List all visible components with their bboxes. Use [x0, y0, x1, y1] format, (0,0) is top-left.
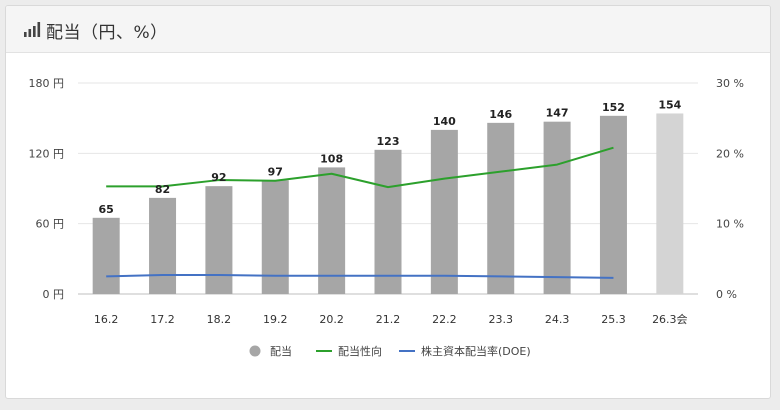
- bar-value-labels: 65 82 92 97 108 123 140 146 147 152 154: [99, 98, 682, 215]
- signal-bars-icon: [24, 22, 41, 37]
- bar-value-label: 123: [377, 135, 400, 148]
- y-right-tick-label: 20 %: [716, 147, 744, 160]
- bar-value-label: 140: [433, 115, 456, 128]
- legend-label: 配当: [270, 344, 292, 358]
- x-tick-label: 23.3: [488, 313, 513, 326]
- panel-header: 配当（円、%）: [6, 6, 770, 53]
- x-tick-label: 17.2: [150, 313, 175, 326]
- bar-24.3: [543, 121, 571, 294]
- x-tick-label: 22.2: [432, 313, 457, 326]
- bar-value-label: 152: [602, 101, 625, 114]
- bar-value-label: 154: [658, 98, 681, 111]
- bar-23.3: [487, 122, 515, 294]
- legend: 配当 配当性向 株主資本配当率(DOE): [249, 344, 531, 358]
- bar-value-label: 108: [320, 152, 343, 165]
- chart-panel: 配当（円、%）: [5, 5, 771, 399]
- line-series: [106, 146, 614, 279]
- bar-value-label: 97: [268, 165, 283, 178]
- bar-17.2: [149, 197, 177, 294]
- bar-21.2: [374, 149, 402, 294]
- bar-value-label: 65: [99, 203, 114, 216]
- y-left-tick-label: 0 円: [43, 288, 65, 301]
- bar-16.2: [92, 217, 120, 294]
- y-axis-left-ticks: 0 円 60 円 120 円 180 円: [29, 77, 65, 301]
- x-tick-label: 25.3: [601, 313, 626, 326]
- x-axis-labels: 16.2 17.2 18.2 19.2 20.2 21.2 22.2 23.3 24.3 25.3…: [94, 313, 688, 326]
- bar-26.3会: [656, 113, 684, 294]
- x-tick-label: 18.2: [207, 313, 232, 326]
- bar-22.2: [430, 129, 458, 294]
- legend-marker-circle: [249, 345, 261, 357]
- x-tick-label: 19.2: [263, 313, 288, 326]
- x-tick-label: 16.2: [94, 313, 119, 326]
- y-left-tick-label: 60 円: [36, 218, 65, 231]
- legend-label: 株主資本配当率(DOE): [421, 344, 531, 358]
- x-tick-label: 20.2: [319, 313, 344, 326]
- bar-value-label: 92: [211, 171, 226, 184]
- bar-value-label: 146: [489, 108, 512, 121]
- bar-25.3: [599, 115, 627, 294]
- y-right-tick-label: 10 %: [716, 218, 744, 231]
- y-left-tick-label: 120 円: [29, 147, 65, 160]
- doe-line: [106, 274, 614, 279]
- y-right-tick-label: 30 %: [716, 77, 744, 90]
- y-left-tick-label: 180 円: [29, 77, 65, 90]
- legend-label: 配当性向: [338, 344, 382, 358]
- x-tick-label: 26.3会: [652, 313, 688, 326]
- x-tick-label: 21.2: [376, 313, 401, 326]
- bar-20.2: [318, 167, 346, 294]
- page-title: 配当（円、%）: [46, 23, 168, 43]
- x-tick-label: 24.3: [545, 313, 570, 326]
- y-right-tick-label: 0 %: [716, 288, 737, 301]
- y-axis-right-ticks: 0 % 10 % 20 % 30 %: [716, 77, 744, 301]
- payout-ratio-line: [106, 146, 614, 189]
- bar-value-label: 147: [546, 107, 569, 120]
- bar-value-label: 82: [155, 183, 170, 196]
- bar-19.2: [261, 180, 289, 294]
- bar-18.2: [205, 186, 233, 294]
